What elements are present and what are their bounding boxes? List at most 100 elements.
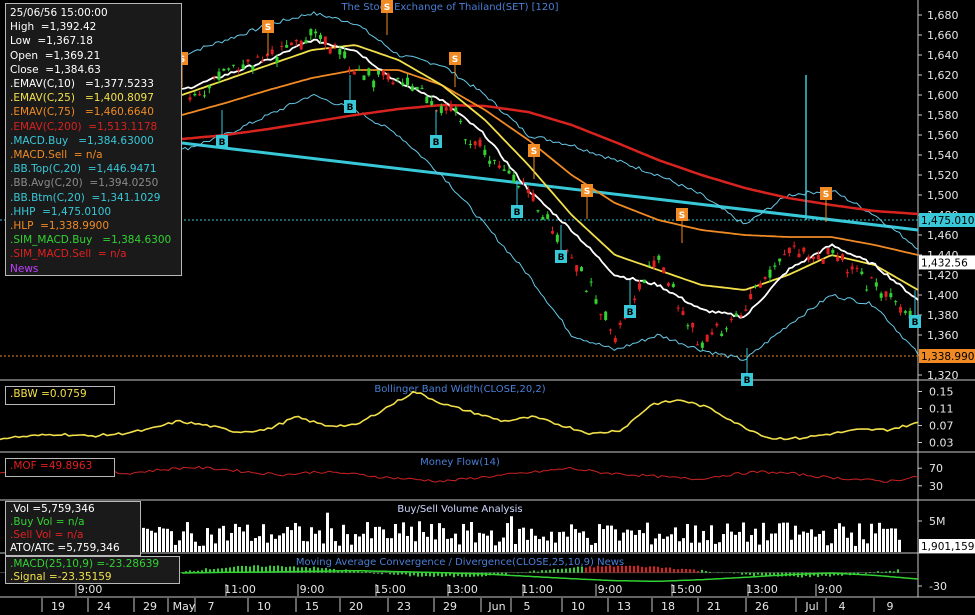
volume-bar (234, 523, 237, 552)
candle-body (246, 59, 250, 62)
volume-bar (690, 542, 693, 552)
candle-body (710, 332, 714, 335)
volume-bar (754, 528, 757, 552)
volume-bar (890, 528, 893, 552)
candle-body (894, 301, 898, 303)
volume-bar (438, 523, 441, 552)
volume-bar (490, 530, 493, 552)
ema10-line (181, 38, 919, 319)
bbw-tick-label: 0.07 (929, 420, 954, 433)
candle-body (265, 54, 269, 57)
volume-bar (434, 539, 437, 552)
date-label: 5 (524, 600, 531, 613)
volume-bar (450, 538, 453, 552)
volume-bar (222, 525, 225, 552)
volume-bar (458, 544, 461, 552)
volume-bar (810, 529, 813, 552)
info-open: Open =1,369.21 (10, 49, 101, 62)
candle-body (333, 44, 337, 46)
candle-body (343, 51, 347, 59)
price-tick-label: 1,620 (927, 69, 959, 82)
date-label: 19 (51, 600, 65, 613)
volume-bar (886, 528, 889, 552)
volume-bar (746, 541, 749, 552)
sell-marker-label: S (823, 190, 829, 200)
volume-bar (698, 542, 701, 552)
volume-bar (282, 533, 285, 552)
last-price-axis-label-bg (919, 255, 975, 270)
date-label: 15 (305, 600, 319, 613)
volume-bar (486, 535, 489, 552)
volume-bar (278, 535, 281, 552)
volume-bar (618, 540, 621, 552)
candle-body (879, 293, 883, 298)
candle-body (362, 75, 366, 81)
info-news[interactable]: News (10, 262, 39, 275)
volume-tick-label: 5M (929, 515, 946, 528)
candle-body (439, 106, 443, 113)
candle-body (725, 328, 728, 330)
sell-marker-label: S (531, 147, 537, 157)
volume-bar (386, 538, 389, 552)
volume-bar (454, 533, 457, 552)
candle-body (613, 337, 617, 343)
volume-bar (418, 521, 421, 552)
candle-body (415, 86, 419, 90)
candle-body (232, 64, 235, 66)
buy-marker (216, 135, 228, 148)
candle-body (715, 323, 719, 326)
volume-bar (738, 531, 741, 552)
volume-bar (254, 538, 257, 552)
volume-bar (650, 544, 653, 552)
candle-body (836, 256, 840, 262)
volume-bar (798, 534, 801, 552)
volume-bar (546, 540, 549, 552)
candle-body (908, 310, 912, 319)
volume-bar (638, 529, 641, 552)
volume-bar (778, 523, 781, 552)
macd-info-box: .MACD(25,10,9) =-23.28639 .Signal =-23.3… (5, 556, 180, 584)
sell-marker (381, 0, 393, 13)
volume-bar (818, 534, 821, 552)
volume-bar (782, 522, 785, 552)
volume-bar (854, 545, 857, 552)
candle-body (870, 277, 873, 279)
price-tick-label: 1,360 (927, 329, 959, 342)
candle-body (749, 293, 753, 300)
candle-body (541, 217, 545, 220)
volume-bar (826, 545, 829, 552)
candle-body (773, 265, 777, 267)
volume-bar (882, 528, 885, 552)
candle-body (638, 283, 641, 290)
candle-body (526, 189, 530, 194)
volume-bar (362, 533, 365, 552)
info-ema200: .EMAV(C,200) =1,513.1178 (10, 120, 158, 133)
candle-body (739, 315, 743, 317)
bbw-tick-label: 0.03 (929, 437, 954, 450)
buy-marker (344, 100, 356, 113)
candle-body (241, 64, 245, 70)
volume-bar (846, 537, 849, 552)
candle-body (517, 186, 521, 188)
candle-body (792, 245, 796, 247)
date-label: 29 (143, 600, 157, 613)
date-label: 18 (661, 600, 675, 613)
time-label: 9:00 (78, 583, 103, 596)
time-label: 15:00 (670, 583, 702, 596)
time-label: 9:00 (300, 583, 325, 596)
info-bb-avg: .BB.Avg(C,20) =1,394.0250 (10, 177, 159, 190)
candle-body (522, 181, 525, 183)
candle-body (425, 96, 429, 104)
volume-bar (202, 545, 205, 552)
candle-body (884, 291, 888, 297)
volume-bar (726, 523, 729, 552)
date-label: 4 (839, 600, 846, 613)
hhp-axis-label-bg (919, 213, 975, 227)
bb-top-line (181, 11, 919, 250)
date-label: 7 (208, 600, 215, 613)
volume-bar (478, 532, 481, 552)
mof-value: .MOF =49.8963 (10, 460, 93, 472)
candle-body (478, 139, 482, 147)
buy-marker-label: B (744, 376, 751, 386)
volume-bar (318, 530, 321, 552)
